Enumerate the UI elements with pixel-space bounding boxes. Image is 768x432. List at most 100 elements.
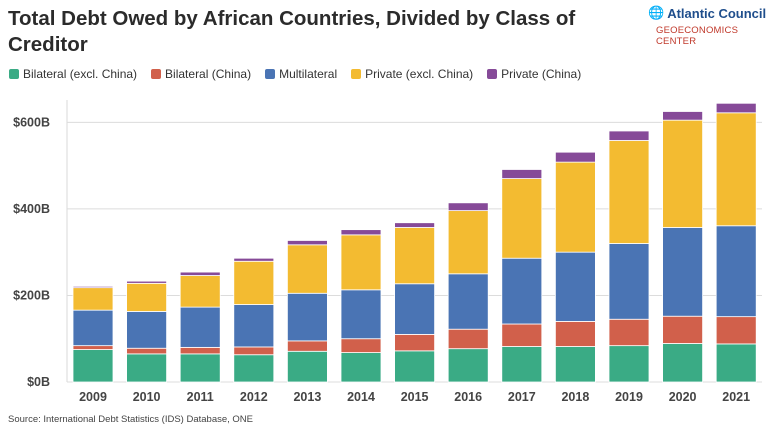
bar-segment [555, 151, 596, 163]
bar-segment [72, 287, 114, 311]
legend-label: Private (China) [501, 67, 582, 81]
bar-segment [233, 346, 275, 356]
legend-swatch [487, 69, 498, 79]
bar-segment [340, 352, 382, 383]
bar-segment [715, 343, 757, 383]
bar-segment [286, 340, 328, 352]
x-tick-label: 2021 [722, 390, 750, 404]
bar-segment [715, 112, 757, 227]
bar-segment [608, 243, 650, 320]
bar-segment [340, 338, 382, 353]
legend-swatch [351, 69, 362, 79]
bar-segment [608, 130, 650, 141]
bar-segment [555, 321, 596, 347]
legend-swatch [9, 69, 19, 79]
x-tick-label: 2018 [561, 390, 589, 404]
x-tick-label: 2017 [508, 390, 536, 404]
legend-label: Private (excl. China) [365, 67, 474, 81]
bar-segment [662, 111, 703, 121]
legend-swatch [151, 69, 162, 79]
bar-segment [233, 257, 275, 262]
bar-segment [662, 343, 703, 383]
bar-segment [447, 328, 489, 350]
bar-segment [179, 353, 221, 383]
bar-segment [447, 210, 489, 275]
bar-segment [715, 316, 757, 345]
bar-segment [179, 306, 221, 348]
chart-title: Total Debt Owed by African Countries, Di… [8, 7, 576, 56]
x-tick-label: 2012 [240, 390, 268, 404]
bar-segment [501, 257, 543, 325]
bar-segment [555, 251, 596, 322]
bar-segment [394, 350, 436, 383]
bar-segment [233, 304, 275, 348]
bar-segment [72, 349, 114, 383]
legend-item: Multilateral [265, 67, 337, 81]
bar-segment [555, 346, 596, 383]
bar-segment [126, 353, 167, 383]
bar-segment [126, 311, 167, 349]
source-note: Source: International Debt Statistics (I… [8, 414, 253, 425]
x-tick-label: 2016 [454, 390, 482, 404]
x-tick-label: 2019 [615, 390, 643, 404]
logo-subtitle: GEOECONOMICS CENTER [656, 25, 739, 47]
bar-segment [501, 346, 543, 383]
bar-segment [715, 102, 757, 114]
bar-segment [608, 140, 650, 244]
globe-icon: 🌐 [648, 5, 665, 20]
bar-segment [286, 292, 328, 342]
bar-segment [179, 271, 221, 276]
bar-segment [286, 240, 328, 246]
bar-segment [501, 178, 543, 259]
bar-segment [447, 348, 489, 383]
bar-segment [340, 234, 382, 291]
bar-segment [662, 227, 703, 317]
bar-segment [501, 169, 543, 179]
legend-swatch [265, 69, 276, 79]
bar-segment [72, 345, 114, 350]
bar-segment [286, 244, 328, 294]
bar-segment [126, 280, 167, 284]
legend-label: Bilateral (excl. China) [23, 67, 138, 81]
bar-segment [394, 222, 436, 228]
legend: Bilateral (excl. China) Bilateral (China)… [9, 67, 581, 81]
bar-segment [233, 260, 275, 305]
bar-segment [501, 323, 543, 347]
bar-segment [555, 161, 596, 253]
bar-segment [662, 315, 703, 344]
bar-segment [662, 119, 703, 228]
bar-segment [394, 283, 436, 335]
bar-segment [447, 273, 489, 330]
bar-segment [340, 229, 382, 236]
atlantic-council-logo: 🌐 Atlantic Council GEOECONOMICS CENTER [648, 5, 768, 47]
x-tick-label: 2011 [187, 390, 214, 404]
bar-segment [179, 275, 221, 308]
bar-segment [72, 285, 114, 289]
y-tick-label: $400B [13, 202, 50, 216]
x-tick-label: 2015 [401, 390, 429, 404]
x-tick-label: 2013 [293, 390, 321, 404]
x-tick-label: 2020 [669, 390, 697, 404]
x-tick-label: 2009 [79, 390, 107, 404]
y-tick-label: $600B [13, 115, 50, 129]
logo-name: Atlantic Council [667, 5, 767, 21]
y-tick-label: $200B [13, 288, 50, 302]
bar-segment [179, 346, 221, 355]
stacked-bar-chart: $0B $200B $400B $600B 2009 2010 2011 2012 2013 20… [13, 100, 762, 404]
bar-segment [126, 347, 167, 355]
legend-label: Bilateral (China) [165, 67, 252, 81]
legend-item: Private (China) [487, 67, 581, 81]
bar-segment [608, 318, 650, 347]
bar-segment [340, 289, 382, 340]
bar-segment [447, 202, 489, 212]
bar-segment [233, 354, 275, 383]
y-tick-label: $0B [27, 375, 50, 389]
bar-segment [126, 282, 167, 312]
x-tick-label: 2014 [347, 390, 375, 404]
bar-segment [286, 350, 328, 383]
x-tick-label: 2010 [133, 390, 161, 404]
legend-label: Multilateral [279, 67, 338, 81]
bar-segment [715, 225, 757, 318]
bar-segment [608, 345, 650, 383]
bar-segment [394, 227, 436, 285]
